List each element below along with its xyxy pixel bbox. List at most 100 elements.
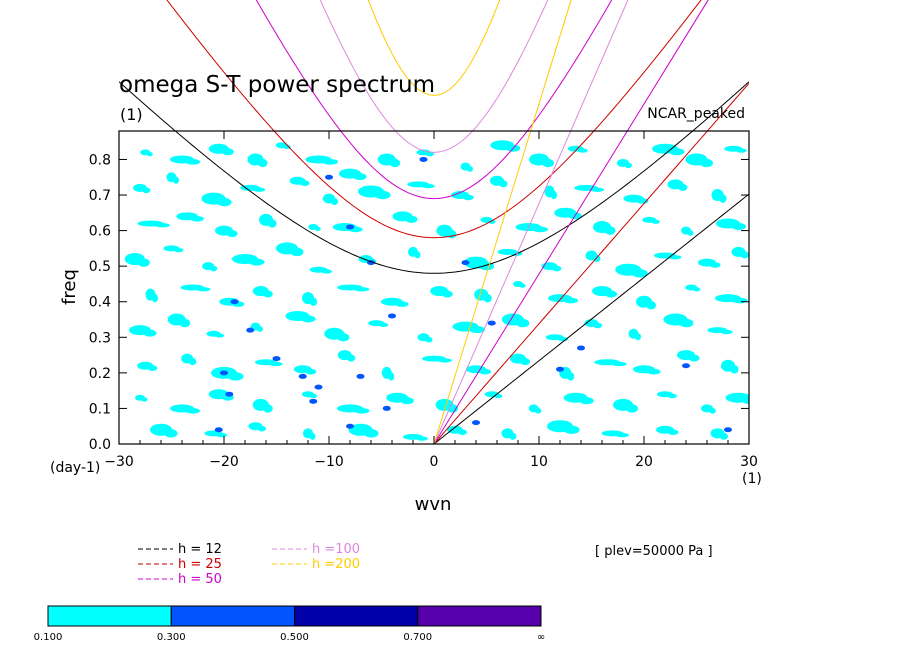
power-contour-cyan	[446, 229, 457, 239]
y-units-label: (day-1)	[50, 460, 100, 476]
power-contour-blue	[487, 320, 496, 326]
power-contour-cyan	[395, 301, 409, 307]
power-contours	[124, 140, 749, 441]
power-contour-cyan	[626, 404, 638, 413]
power-contour-cyan	[189, 358, 197, 366]
power-contour-cyan	[615, 433, 630, 438]
power-contour-cyan	[364, 429, 379, 438]
power-contour-blue	[325, 174, 333, 180]
power-contour-cyan	[679, 318, 694, 328]
power-contour-cyan	[353, 287, 370, 292]
colorbar-label: 0.100	[34, 632, 63, 643]
power-contour-cyan	[290, 247, 304, 257]
y-tick-label: 0.5	[89, 259, 111, 275]
colorbar: 0.100 0.300 0.500 0.700 ∞	[34, 605, 545, 643]
legend-label: h = 50	[178, 572, 222, 587]
colorbar-segment	[47, 605, 172, 627]
power-contour-cyan	[173, 176, 179, 184]
power-contour-cyan	[719, 194, 727, 203]
power-contour-cyan	[730, 365, 739, 374]
power-contour-cyan	[400, 397, 414, 405]
power-contour-cyan	[469, 326, 486, 334]
power-contour-cyan	[217, 197, 232, 207]
power-contour-cyan	[353, 408, 370, 414]
power-contour-cyan	[516, 318, 530, 328]
power-contour-cyan	[337, 333, 350, 342]
y-tick-label: 0.3	[89, 330, 111, 346]
power-contour-blue	[346, 423, 354, 429]
power-contour-cyan	[263, 404, 273, 413]
power-contour-cyan	[593, 322, 602, 329]
power-contour-cyan	[457, 429, 468, 435]
power-contour-cyan	[699, 158, 714, 168]
pressure-annotation: [ plev=50000 Pa ]	[595, 544, 713, 559]
power-contour-blue	[225, 391, 234, 397]
x-tick-label: −10	[314, 454, 344, 470]
x-tick-label: 0	[430, 454, 439, 470]
power-contour-cyan	[604, 226, 616, 235]
colorbar-label: 0.300	[157, 632, 186, 643]
legend-label: h =200	[312, 557, 360, 572]
power-contour-blue	[724, 427, 732, 433]
power-contour-cyan	[146, 152, 153, 157]
power-contour-blue	[556, 366, 564, 372]
power-contour-cyan	[693, 287, 701, 292]
power-contour-cyan	[479, 368, 491, 375]
power-contour-cyan	[735, 148, 747, 153]
power-contour-cyan	[253, 187, 266, 192]
power-contour-cyan	[143, 329, 157, 337]
power-contour-cyan	[624, 162, 633, 169]
power-contour-cyan	[257, 326, 263, 332]
power-contour-cyan	[179, 318, 191, 328]
power-contour-cyan	[719, 432, 728, 440]
power-contour-blue	[314, 384, 323, 390]
power-contour-cyan	[532, 226, 548, 233]
inertia-gravity-curve	[166, 0, 702, 239]
y-tick-label: 0.1	[89, 401, 111, 417]
power-contour-blue	[577, 345, 585, 351]
power-contour-cyan	[425, 336, 433, 343]
power-contour-cyan	[414, 251, 421, 259]
power-contour-cyan	[742, 397, 749, 405]
power-contour-cyan	[632, 269, 648, 278]
power-contour-cyan	[210, 265, 218, 272]
power-contour-blue	[682, 363, 690, 369]
power-contour-cyan	[216, 433, 228, 438]
power-contour-cyan	[330, 198, 338, 206]
power-contour-cyan	[227, 372, 244, 381]
power-contour-cyan	[667, 393, 677, 399]
power-contour-cyan	[378, 322, 389, 327]
power-contour-cyan	[731, 222, 746, 230]
inertia-gravity-curve	[255, 0, 613, 200]
power-contour-cyan	[346, 354, 356, 362]
power-contour-cyan	[589, 187, 605, 192]
power-contour-cyan	[185, 159, 200, 165]
dispersion-curves	[119, 0, 749, 444]
power-contour-blue	[388, 313, 396, 319]
x-tick-label: 20	[635, 454, 653, 470]
power-contour-blue	[461, 260, 470, 266]
power-contour-cyan	[309, 393, 317, 399]
y-tick-label: 0.6	[89, 224, 111, 240]
power-contour-cyan	[257, 425, 266, 432]
power-contour-cyan	[563, 425, 580, 435]
power-contour-cyan	[215, 333, 224, 338]
power-contour-cyan	[520, 358, 530, 366]
y-tick-label: 0.8	[89, 152, 111, 168]
power-contour-blue	[419, 156, 428, 162]
power-contour-cyan	[421, 184, 435, 189]
axes: −30 −20 −10 0 10 20 30 0.0 0.1 0.2 0.3 0.4 0.5 0.6 0.7…	[89, 131, 758, 470]
power-contour-cyan	[314, 226, 321, 231]
power-contour-cyan	[322, 159, 339, 165]
power-contour-cyan	[164, 429, 178, 438]
power-contour-cyan	[269, 361, 283, 367]
kelvin-curve	[433, 0, 709, 444]
power-contour-cyan	[579, 397, 594, 405]
power-contour-cyan	[416, 436, 428, 441]
kelvin-curve	[433, 0, 572, 444]
y-tick-label: 0.7	[89, 188, 111, 204]
power-contour-cyan	[185, 408, 200, 414]
power-contour-cyan	[535, 408, 542, 414]
power-contour-cyan	[309, 297, 317, 306]
